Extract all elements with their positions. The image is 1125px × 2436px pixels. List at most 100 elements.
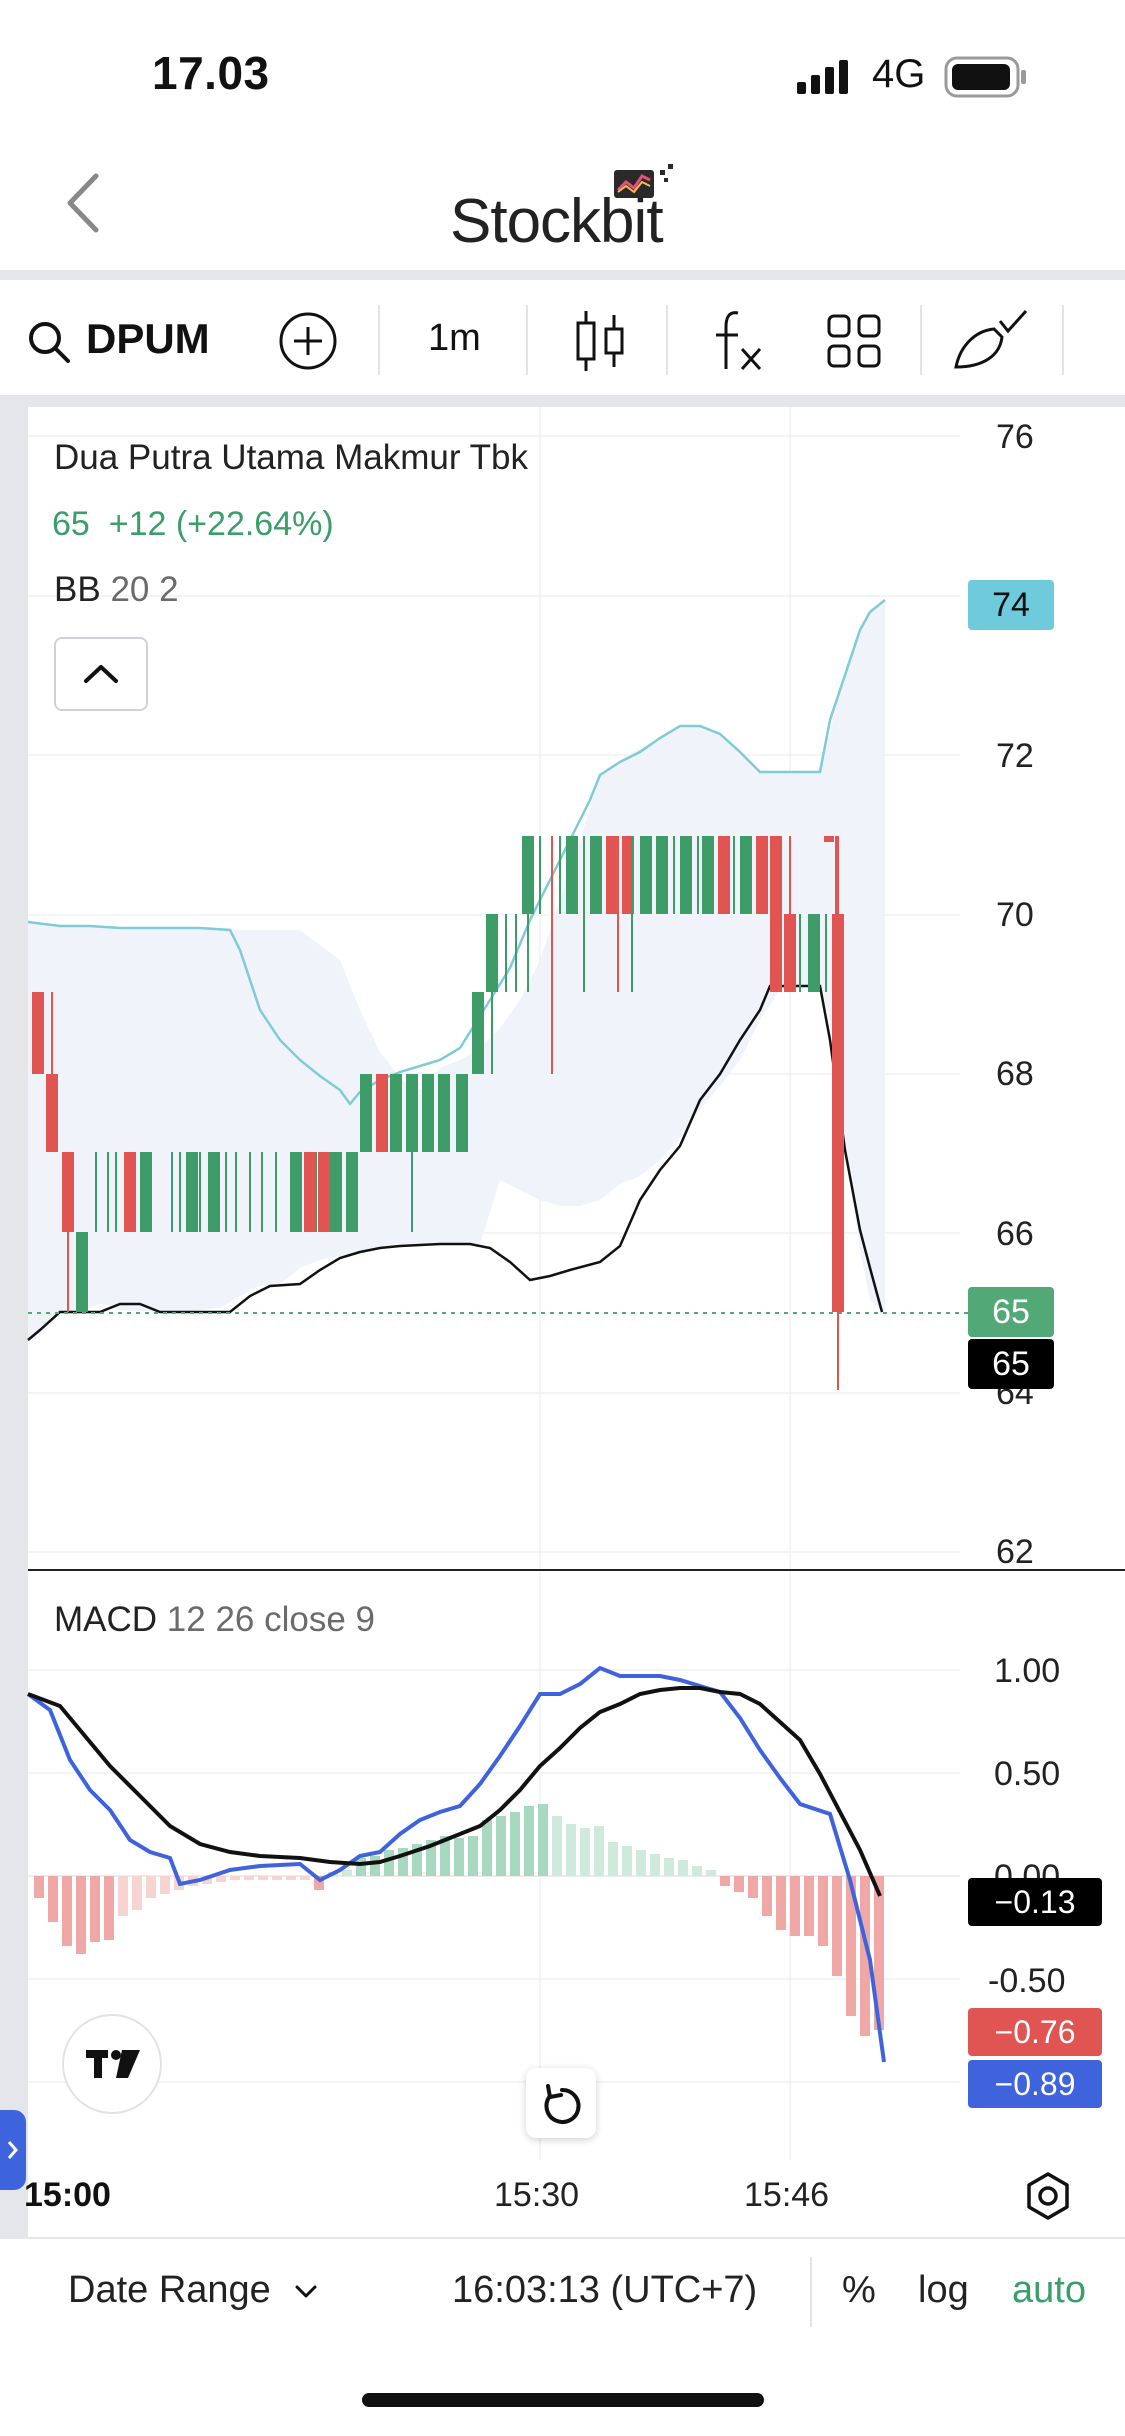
macd-histogram-bar bbox=[664, 1858, 674, 1876]
drawing-tool-icon[interactable] bbox=[950, 307, 1036, 375]
company-name: Dua Putra Utama Makmur Tbk bbox=[54, 438, 528, 477]
macd-histogram-bar bbox=[384, 1850, 394, 1876]
symbol-search[interactable]: DPUM bbox=[22, 307, 222, 373]
signal-badge: −0.76 bbox=[968, 2008, 1102, 2056]
toolbar-divider bbox=[378, 305, 380, 375]
home-indicator bbox=[362, 2393, 764, 2407]
macd-histogram-bar bbox=[720, 1876, 730, 1886]
price-axis-label: 76 bbox=[996, 418, 1034, 456]
reset-chart-button[interactable] bbox=[526, 2068, 596, 2138]
search-icon bbox=[29, 322, 70, 363]
macd-histogram-bar bbox=[342, 1870, 352, 1876]
macd-histogram-bar bbox=[790, 1876, 800, 1936]
macd-histogram-bar bbox=[734, 1876, 744, 1892]
macd-histogram-bar bbox=[300, 1876, 310, 1880]
toolbar-divider bbox=[666, 305, 668, 375]
macd-histogram-bar bbox=[538, 1804, 548, 1876]
macd-label: MACD bbox=[54, 1600, 158, 1639]
macd-histogram-bar bbox=[482, 1820, 492, 1876]
price-axis-label: 62 bbox=[996, 1533, 1034, 1571]
macd-histogram-bar bbox=[846, 1876, 856, 2016]
macd-histogram-bar bbox=[818, 1876, 828, 1946]
left-rail bbox=[0, 407, 28, 2342]
chart-toolbar: DPUM 1m bbox=[0, 285, 1125, 395]
chevron-down-icon bbox=[295, 2285, 317, 2298]
collapse-legend-button[interactable] bbox=[54, 637, 148, 711]
last-price: 65 bbox=[52, 505, 90, 543]
stockbit-logo: Stockbit bbox=[450, 160, 690, 260]
bb-label: BB bbox=[54, 570, 101, 609]
bb-upper-badge: 74 bbox=[968, 580, 1054, 630]
macd-histogram-bar bbox=[132, 1876, 142, 1910]
bb-legend[interactable]: BB 20 2 bbox=[54, 570, 179, 610]
macd-histogram-bar bbox=[412, 1844, 422, 1876]
macd-histogram-bar bbox=[468, 1836, 478, 1876]
date-range-label: Date Range bbox=[68, 2269, 271, 2311]
macd-histogram-bar bbox=[510, 1812, 520, 1876]
date-range-dropdown[interactable]: Date Range bbox=[68, 2269, 321, 2312]
macd-histogram-bar bbox=[104, 1876, 114, 1940]
tradingview-icon bbox=[86, 2050, 140, 2078]
time-axis-label: 15:00 bbox=[24, 2176, 111, 2214]
macd-histogram-bar bbox=[454, 1838, 464, 1876]
macd-histogram-bar bbox=[258, 1876, 268, 1880]
macd-histogram-bar bbox=[524, 1806, 534, 1876]
macd-axis-label: 0.50 bbox=[994, 1755, 1061, 1793]
toolbar-divider-bar bbox=[0, 395, 1125, 407]
toolbar-divider bbox=[920, 305, 922, 375]
macd-legend[interactable]: MACD 12 26 close 9 bbox=[54, 1600, 375, 1640]
macd-histogram-bar bbox=[160, 1876, 170, 1894]
macd-params: 12 26 close 9 bbox=[166, 1600, 376, 1639]
side-panel-toggle[interactable] bbox=[0, 2110, 26, 2190]
time-axis-label: 15:30 bbox=[494, 2176, 580, 2214]
percent-scale-button[interactable]: % bbox=[842, 2269, 876, 2311]
tradingview-logo[interactable] bbox=[62, 2014, 162, 2114]
chart-area[interactable] bbox=[28, 407, 1125, 2237]
macd-histogram-bar bbox=[762, 1876, 772, 1916]
macd-histogram-bar bbox=[146, 1876, 156, 1898]
macd-histogram-bar bbox=[678, 1860, 688, 1876]
macd-axis-label: 1.00 bbox=[994, 1652, 1061, 1690]
macd-histogram-bar bbox=[90, 1876, 100, 1942]
interval-button[interactable]: 1m bbox=[428, 317, 481, 359]
macd-histogram-bar bbox=[202, 1876, 212, 1884]
macd-histogram-bar bbox=[874, 1876, 884, 2030]
reset-icon bbox=[544, 2084, 581, 2124]
macd-histogram-bar bbox=[244, 1876, 254, 1880]
layout-grid-icon[interactable] bbox=[826, 313, 882, 369]
macd-histogram-bar bbox=[706, 1870, 716, 1876]
chart-settings-icon[interactable] bbox=[1020, 2168, 1076, 2224]
macd-histogram-bar bbox=[272, 1876, 282, 1880]
chevron-right-icon bbox=[7, 2141, 18, 2159]
bottom-divider bbox=[810, 2257, 812, 2327]
candle-type-icon[interactable] bbox=[570, 307, 630, 375]
macd-histogram-bar bbox=[48, 1876, 58, 1922]
macd-histogram-bar bbox=[552, 1816, 562, 1876]
macd-histogram-bar bbox=[286, 1876, 296, 1880]
add-compare-icon[interactable] bbox=[278, 311, 338, 371]
status-time: 17.03 bbox=[152, 47, 270, 99]
bb-basis-badge: 65 bbox=[968, 1339, 1054, 1389]
price-change-line: 65 +12 (+22.64%) bbox=[52, 505, 334, 544]
network-type: 4G bbox=[872, 52, 926, 96]
macd-histogram-bar bbox=[748, 1876, 758, 1898]
macd-histogram-bar bbox=[440, 1836, 450, 1876]
macd-histogram-bar bbox=[776, 1876, 786, 1930]
log-scale-button[interactable]: log bbox=[918, 2269, 969, 2311]
price-axis-label: 66 bbox=[996, 1215, 1034, 1253]
back-chevron-icon[interactable] bbox=[58, 168, 108, 238]
chevron-up-icon bbox=[84, 665, 118, 683]
macd-histogram-bar bbox=[622, 1846, 632, 1876]
macd-histogram-bar bbox=[650, 1854, 660, 1876]
auto-scale-button[interactable]: auto bbox=[1012, 2269, 1086, 2311]
signal-icon bbox=[797, 60, 848, 94]
header-divider bbox=[0, 270, 1125, 280]
price-axis-label: 70 bbox=[996, 896, 1034, 934]
macd-histogram-bar bbox=[62, 1876, 72, 1946]
macd-histogram-bar bbox=[860, 1876, 870, 2036]
indicators-fx-icon[interactable] bbox=[708, 307, 768, 375]
timezone-button[interactable]: 16:03:13 (UTC+7) bbox=[452, 2269, 758, 2311]
toolbar-divider bbox=[526, 305, 528, 375]
macd-histogram-bar bbox=[496, 1816, 506, 1876]
